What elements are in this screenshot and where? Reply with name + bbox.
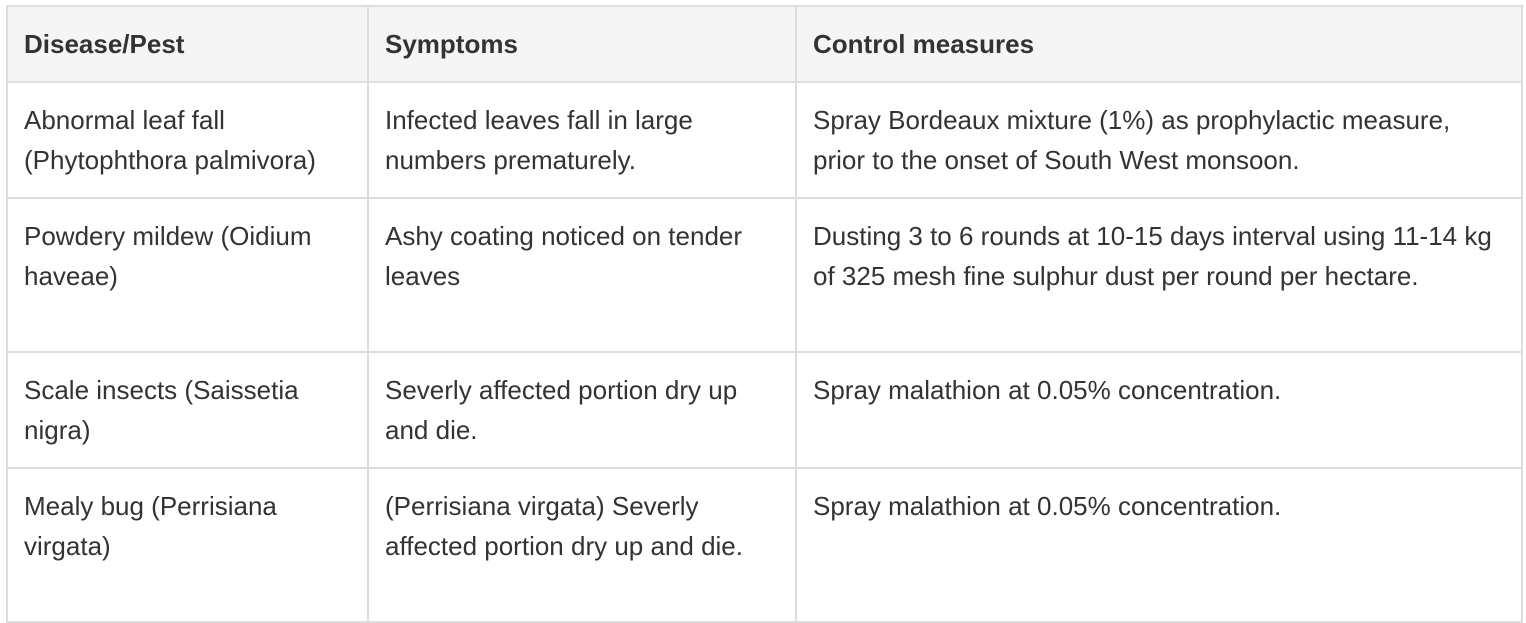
header-control-measures: Control measures [795, 5, 1523, 83]
table-row: Mealy bug (Perrisiana virgata) (Perrisia… [6, 467, 1523, 623]
cell-disease-pest: Mealy bug (Perrisiana virgata) [6, 467, 369, 623]
cell-disease-pest: Abnormal leaf fall (Phytophthora palmivo… [6, 81, 369, 199]
cell-symptoms: Infected leaves fall in large numbers pr… [367, 81, 797, 199]
cell-symptoms: (Perrisiana virgata) Severly affected po… [367, 467, 797, 623]
cell-control-measures: Spray malathion at 0.05% concentration. [795, 351, 1523, 469]
cell-disease-pest: Scale insects (Saissetia nigra) [6, 351, 369, 469]
header-row: Disease/Pest Symptoms Control measures [6, 5, 1523, 83]
table-row: Scale insects (Saissetia nigra) Severly … [6, 351, 1523, 469]
table-row: Abnormal leaf fall (Phytophthora palmivo… [6, 81, 1523, 199]
cell-control-measures: Spray Bordeaux mixture (1%) as prophylac… [795, 81, 1523, 199]
header-symptoms: Symptoms [367, 5, 797, 83]
table-row: Powdery mildew (Oidium haveae) Ashy coat… [6, 197, 1523, 353]
cell-control-measures: Spray malathion at 0.05% concentration. [795, 467, 1523, 623]
disease-pest-table: Disease/Pest Symptoms Control measures A… [6, 5, 1523, 623]
cell-symptoms: Ashy coating noticed on tender leaves [367, 197, 797, 353]
cell-symptoms: Severly affected portion dry up and die. [367, 351, 797, 469]
header-disease-pest: Disease/Pest [6, 5, 369, 83]
cell-disease-pest: Powdery mildew (Oidium haveae) [6, 197, 369, 353]
cell-control-measures: Dusting 3 to 6 rounds at 10-15 days inte… [795, 197, 1523, 353]
table-container: Disease/Pest Symptoms Control measures A… [6, 5, 1523, 623]
table-body: Abnormal leaf fall (Phytophthora palmivo… [6, 81, 1523, 623]
table-header: Disease/Pest Symptoms Control measures [6, 5, 1523, 83]
